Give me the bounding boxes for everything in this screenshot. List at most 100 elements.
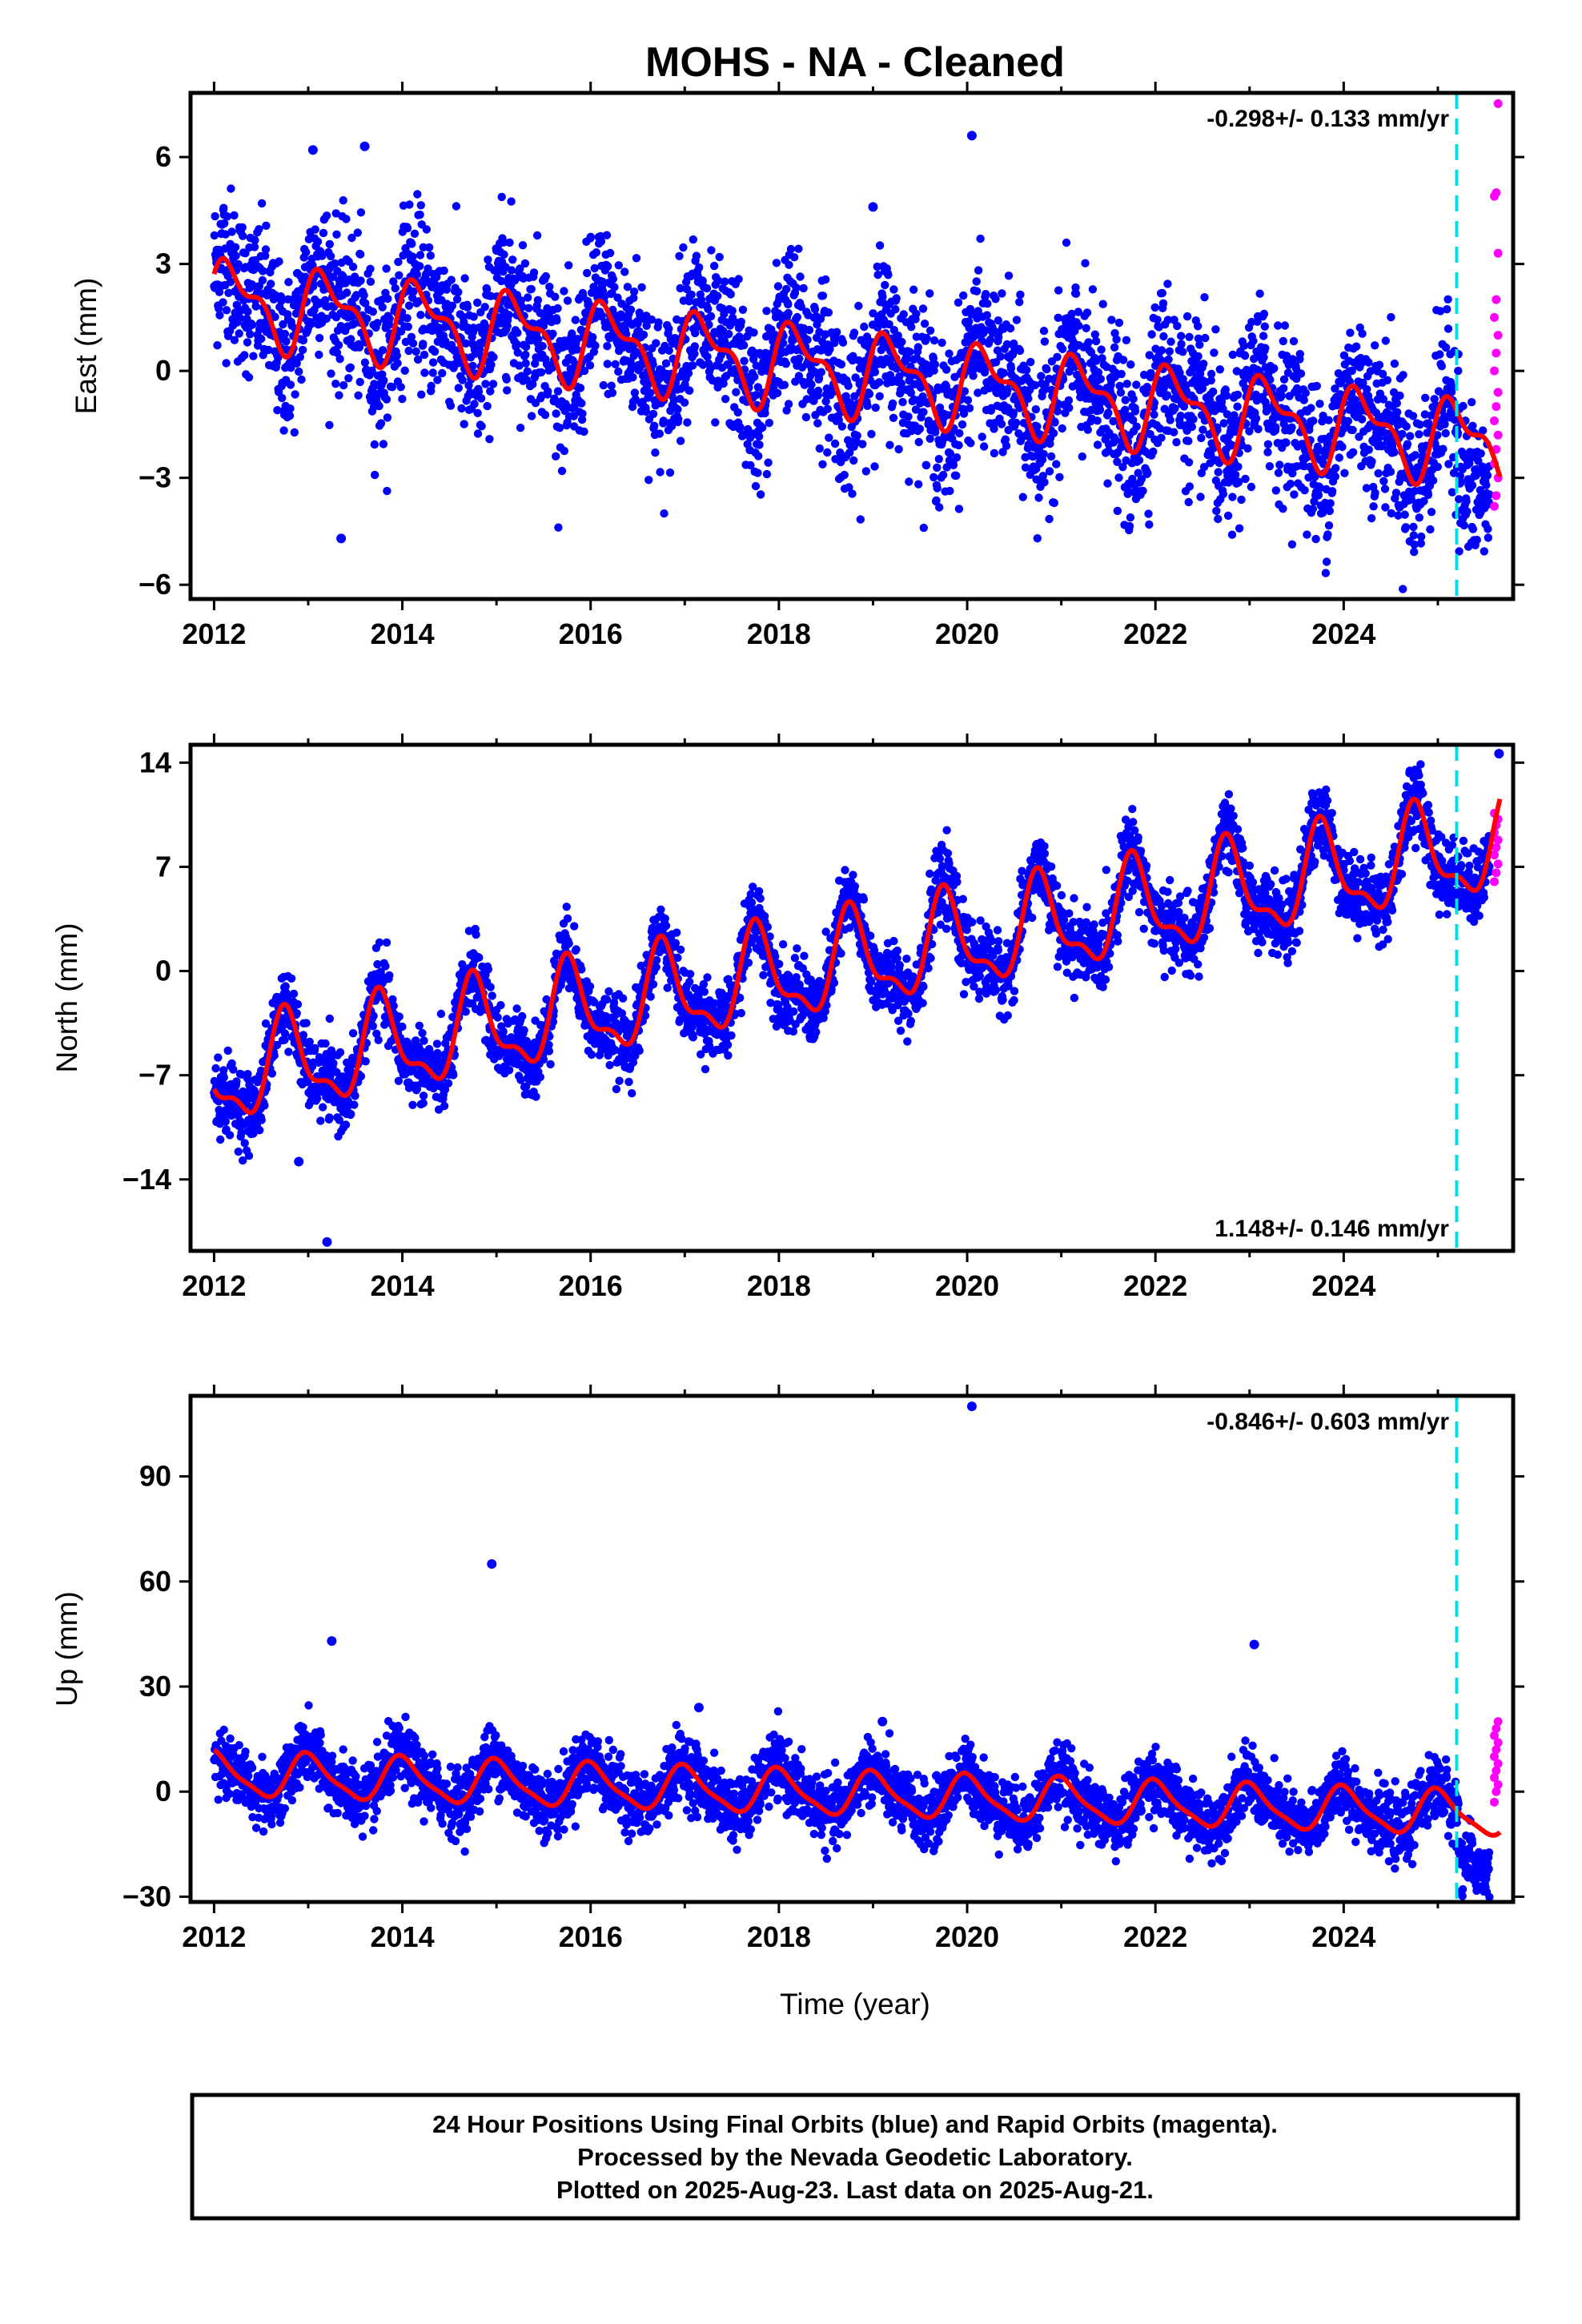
final-point — [1235, 524, 1244, 533]
final-point — [1468, 525, 1478, 533]
final-point — [222, 359, 231, 368]
final-point — [1249, 336, 1258, 345]
final-point — [1129, 394, 1138, 404]
final-point — [590, 263, 599, 273]
rapid-point — [1492, 348, 1501, 358]
final-point — [1065, 404, 1074, 412]
final-point — [750, 372, 759, 381]
final-point — [322, 211, 331, 220]
final-point — [870, 462, 879, 471]
final-point — [469, 324, 478, 332]
final-point — [801, 412, 811, 422]
final-point — [1375, 360, 1384, 369]
final-point — [1166, 337, 1175, 346]
final-point — [489, 352, 498, 362]
final-point — [602, 231, 612, 239]
final-point — [998, 289, 1006, 298]
final-point — [934, 455, 944, 464]
final-point — [410, 229, 420, 238]
final-point — [502, 375, 511, 384]
final-point — [240, 351, 249, 360]
final-point — [1352, 342, 1361, 351]
final-point — [863, 401, 872, 410]
final-point — [1207, 369, 1216, 379]
final-point — [243, 307, 252, 316]
final-point — [398, 1022, 407, 1031]
final-point — [946, 486, 954, 496]
final-point — [1391, 489, 1401, 497]
outlier-point — [868, 202, 878, 212]
final-point — [780, 380, 789, 389]
final-point — [536, 1072, 544, 1082]
final-point — [454, 384, 463, 392]
final-point — [297, 375, 306, 384]
final-point — [214, 1053, 223, 1062]
final-point — [752, 391, 761, 400]
final-point — [1402, 422, 1411, 431]
final-point — [778, 339, 788, 348]
final-point — [1228, 493, 1237, 501]
final-point — [341, 1120, 351, 1129]
final-point — [1435, 350, 1444, 359]
final-point — [796, 272, 805, 281]
final-point — [387, 383, 397, 392]
final-point — [691, 328, 700, 338]
x-tick-label: 2024 — [1311, 617, 1375, 650]
final-point — [1058, 344, 1067, 353]
final-point — [891, 305, 900, 314]
final-point — [381, 962, 390, 971]
final-point — [813, 419, 822, 428]
final-point — [938, 470, 948, 480]
final-point — [325, 239, 334, 249]
final-point — [499, 1027, 508, 1036]
final-point — [724, 360, 733, 369]
final-point — [1331, 464, 1340, 472]
final-point — [215, 311, 224, 320]
final-point — [614, 261, 623, 270]
final-point — [475, 344, 484, 354]
final-point — [721, 395, 730, 404]
final-point — [851, 373, 860, 382]
final-point — [756, 490, 765, 499]
final-point — [784, 300, 793, 309]
final-point — [873, 271, 882, 279]
final-point — [648, 409, 658, 419]
final-point — [773, 282, 783, 291]
rapid-point — [1492, 295, 1501, 304]
final-point — [982, 290, 990, 299]
final-point — [713, 292, 722, 300]
final-point — [875, 241, 885, 250]
final-point — [503, 386, 512, 395]
final-point — [299, 336, 308, 345]
final-point — [382, 395, 391, 404]
final-point — [1054, 286, 1063, 295]
final-point — [579, 317, 588, 326]
final-point — [955, 428, 964, 438]
final-point — [1016, 290, 1025, 300]
final-point — [1411, 451, 1420, 460]
final-point — [1454, 366, 1463, 376]
final-point — [849, 352, 857, 360]
final-point — [249, 352, 258, 360]
final-point — [484, 965, 492, 974]
final-point — [930, 472, 938, 482]
final-point — [1196, 493, 1205, 501]
final-point — [1045, 467, 1054, 476]
final-point — [484, 255, 492, 264]
final-point — [1095, 405, 1105, 414]
final-point — [1387, 312, 1395, 322]
final-point — [858, 440, 867, 448]
final-point — [990, 448, 999, 458]
final-point — [504, 311, 513, 320]
panel-north: 2012 2014 2016 2018 2020 2022 20241470−7−14Nor… — [50, 734, 1524, 1302]
final-point — [897, 379, 906, 388]
final-point — [878, 292, 887, 301]
final-point — [705, 320, 713, 329]
final-point — [1062, 238, 1071, 247]
final-point — [473, 429, 483, 438]
final-point — [327, 369, 335, 378]
final-point — [564, 939, 573, 948]
final-point — [1018, 493, 1027, 501]
final-point — [378, 303, 387, 312]
final-point — [1343, 416, 1353, 425]
